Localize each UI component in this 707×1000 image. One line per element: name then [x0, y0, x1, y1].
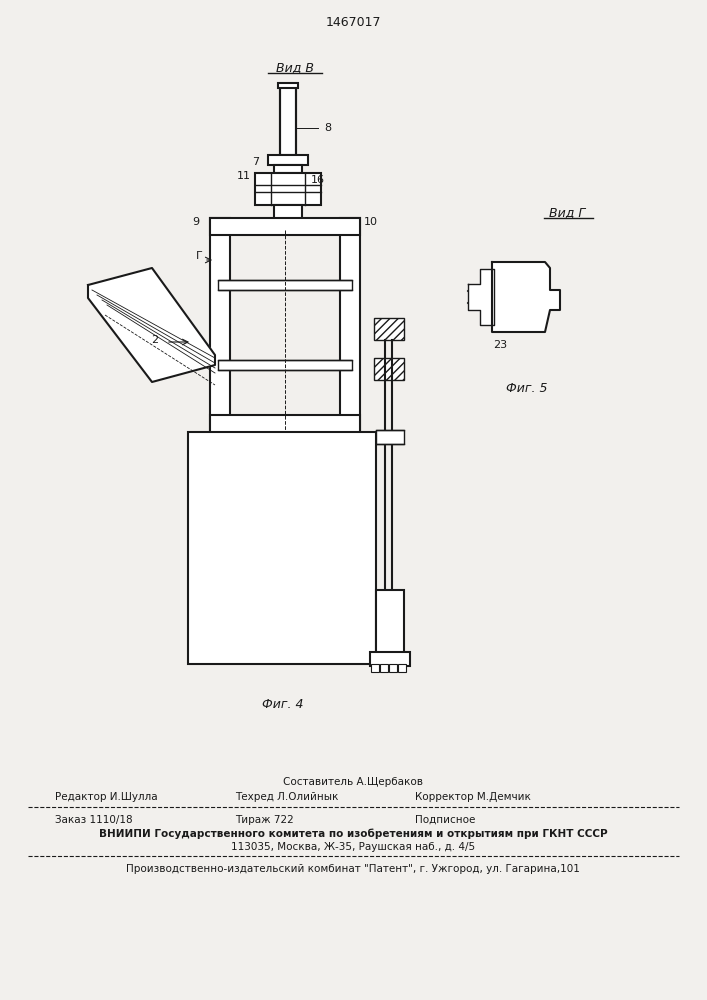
Text: Составитель А.Щербаков: Составитель А.Щербаков [283, 777, 423, 787]
Text: 9: 9 [192, 217, 199, 227]
Polygon shape [492, 262, 560, 332]
Bar [398, 664, 406, 672]
Text: 10: 10 [364, 217, 378, 227]
Text: Фиг. 5: Фиг. 5 [506, 381, 548, 394]
Polygon shape [88, 268, 215, 382]
Text: 113035, Москва, Ж-35, Раушская наб., д. 4/5: 113035, Москва, Ж-35, Раушская наб., д. … [231, 842, 475, 852]
Text: 11: 11 [237, 171, 251, 181]
Text: Тираж 722: Тираж 722 [235, 815, 293, 825]
Text: ВНИИПИ Государственного комитета по изобретениям и открытиям при ГКНТ СССР: ВНИИПИ Государственного комитета по изоб… [99, 829, 607, 839]
Bar [374, 358, 404, 380]
Bar [210, 415, 360, 433]
Text: Вид Г: Вид Г [549, 207, 585, 220]
Bar [389, 664, 397, 672]
Bar [218, 360, 352, 370]
Text: Производственно-издательский комбинат "Патент", г. Ужгород, ул. Гагарина,101: Производственно-издательский комбинат "П… [126, 864, 580, 874]
Bar [274, 165, 302, 173]
Bar [374, 318, 404, 340]
Bar [340, 218, 360, 433]
Bar [278, 83, 298, 88]
Text: 2: 2 [151, 335, 158, 345]
Text: Редактор И.Шулла: Редактор И.Шулла [55, 792, 158, 802]
Bar [371, 664, 379, 672]
Bar [376, 430, 404, 444]
Text: 16: 16 [311, 175, 325, 185]
Text: 1467017: 1467017 [325, 15, 381, 28]
Bar [188, 432, 376, 664]
Polygon shape [468, 269, 494, 325]
Text: Вид В: Вид В [276, 62, 314, 75]
Bar [280, 85, 296, 155]
Text: Корректор М.Демчик: Корректор М.Демчик [415, 792, 531, 802]
Text: 23: 23 [493, 340, 507, 350]
Bar [210, 218, 230, 433]
Text: Заказ 1110/18: Заказ 1110/18 [55, 815, 133, 825]
Bar [376, 590, 404, 655]
Text: Техред Л.Олийнык: Техред Л.Олийнык [235, 792, 339, 802]
Bar [218, 280, 352, 290]
Bar [274, 205, 302, 219]
Text: 7: 7 [252, 157, 259, 167]
Bar [210, 218, 360, 235]
Text: Фиг. 4: Фиг. 4 [262, 698, 304, 712]
Bar [380, 664, 388, 672]
Text: Г: Г [196, 251, 202, 261]
Bar [370, 652, 410, 666]
Text: 8: 8 [325, 123, 332, 133]
Bar [268, 155, 308, 165]
Text: Подписное: Подписное [415, 815, 475, 825]
Bar [255, 173, 321, 205]
